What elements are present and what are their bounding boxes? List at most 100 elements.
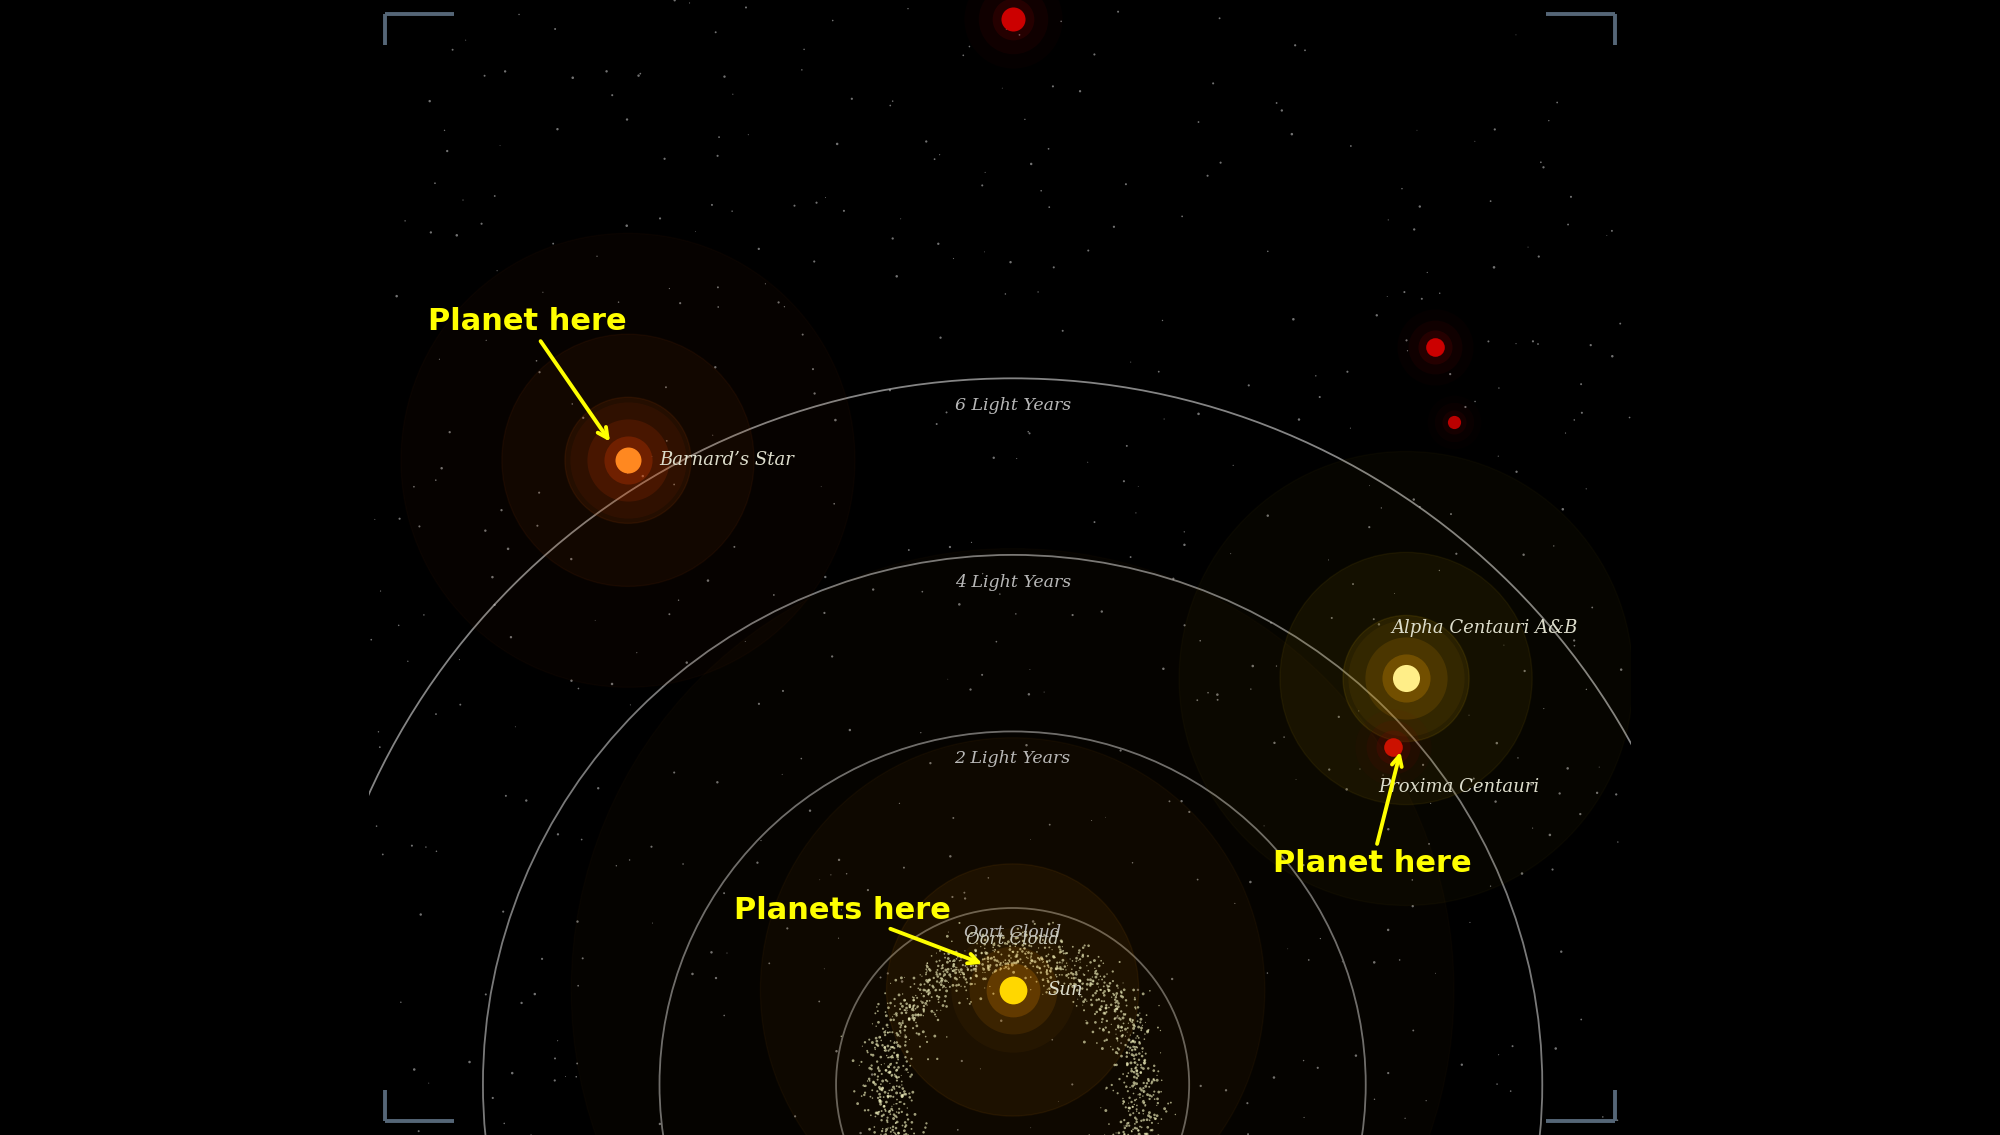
Point (1044, 958, 1076, 976)
Point (626, 466, 658, 485)
Point (540, 1050, 572, 1068)
Point (1098, 1010, 1130, 1028)
Point (972, 868, 1004, 886)
Point (1128, 1053, 1160, 1071)
Point (1038, 914, 1070, 932)
Point (1440, 545, 1472, 563)
Point (396, 836, 428, 855)
Point (1084, 1130, 1116, 1135)
Point (962, 952, 994, 970)
Point (466, 215, 498, 233)
Point (1148, 410, 1180, 428)
Point (892, 1126, 924, 1135)
Point (1040, 966, 1072, 984)
Point (1118, 989, 1150, 1007)
Point (1010, 957, 1042, 975)
Point (912, 986, 944, 1004)
Point (982, 952, 1014, 970)
Point (1030, 962, 1062, 981)
Point (908, 1002, 940, 1020)
Point (876, 1134, 908, 1135)
Point (1120, 1059, 1152, 1077)
Point (874, 1087, 906, 1105)
Point (996, 943, 1028, 961)
Point (1116, 854, 1148, 872)
Point (990, 20, 1022, 39)
Point (1086, 992, 1118, 1010)
Point (894, 1057, 926, 1075)
Point (1390, 670, 1422, 688)
Point (1012, 943, 1044, 961)
Point (868, 1042, 900, 1060)
Point (908, 975, 940, 993)
Point (932, 962, 964, 981)
Point (1096, 1128, 1128, 1135)
Point (1122, 1018, 1154, 1036)
Point (1054, 975, 1086, 993)
Point (886, 1073, 918, 1091)
Point (994, 986, 1026, 1004)
Point (1056, 606, 1088, 624)
Point (940, 970, 972, 989)
Point (1006, 923, 1038, 941)
Point (1002, 943, 1034, 961)
Point (1052, 965, 1084, 983)
Point (864, 1095, 896, 1113)
Point (1066, 997, 1098, 1015)
Point (954, 994, 986, 1012)
Point (1414, 835, 1446, 854)
Point (1118, 990, 1150, 1008)
Point (1120, 1119, 1152, 1135)
Point (960, 941, 992, 959)
Point (920, 952, 952, 970)
Point (880, 1007, 912, 1025)
Point (1120, 1059, 1152, 1077)
Point (708, 68, 740, 86)
Point (1100, 1009, 1132, 1027)
Point (1538, 537, 1570, 555)
Point (1122, 1121, 1154, 1135)
Point (1130, 1074, 1162, 1092)
Point (950, 957, 982, 975)
Point (872, 1024, 904, 1042)
Point (914, 992, 946, 1010)
Point (880, 1061, 912, 1079)
Point (918, 1003, 950, 1022)
Point (1218, 894, 1250, 913)
Point (854, 1107, 886, 1125)
Point (1088, 992, 1120, 1010)
Point (1004, 940, 1036, 958)
Point (1108, 1092, 1140, 1110)
Point (1072, 970, 1104, 989)
Point (890, 991, 922, 1009)
Point (1108, 1065, 1140, 1083)
Point (1116, 1134, 1148, 1135)
Point (936, 932, 968, 950)
Point (1100, 1124, 1132, 1135)
Point (1034, 939, 1066, 957)
Point (936, 962, 968, 981)
Point (1102, 998, 1134, 1016)
Point (826, 897, 858, 915)
Point (1112, 1031, 1144, 1049)
Point (1120, 1045, 1152, 1063)
Point (1146, 1110, 1178, 1128)
Point (948, 47, 980, 65)
Point (1138, 1090, 1170, 1108)
Point (1064, 82, 1096, 100)
Point (1500, 26, 1532, 44)
Point (1110, 1020, 1142, 1039)
Point (898, 1001, 930, 1019)
Point (872, 1109, 904, 1127)
Point (1372, 821, 1404, 839)
Point (986, 79, 1018, 98)
Point (880, 1119, 912, 1135)
Point (882, 1036, 914, 1054)
Circle shape (1344, 615, 1470, 741)
Point (1042, 953, 1074, 972)
Point (622, 67, 654, 85)
Text: Sun: Sun (1048, 981, 1084, 999)
Point (880, 1126, 912, 1135)
Circle shape (564, 397, 692, 523)
Point (620, 644, 652, 662)
